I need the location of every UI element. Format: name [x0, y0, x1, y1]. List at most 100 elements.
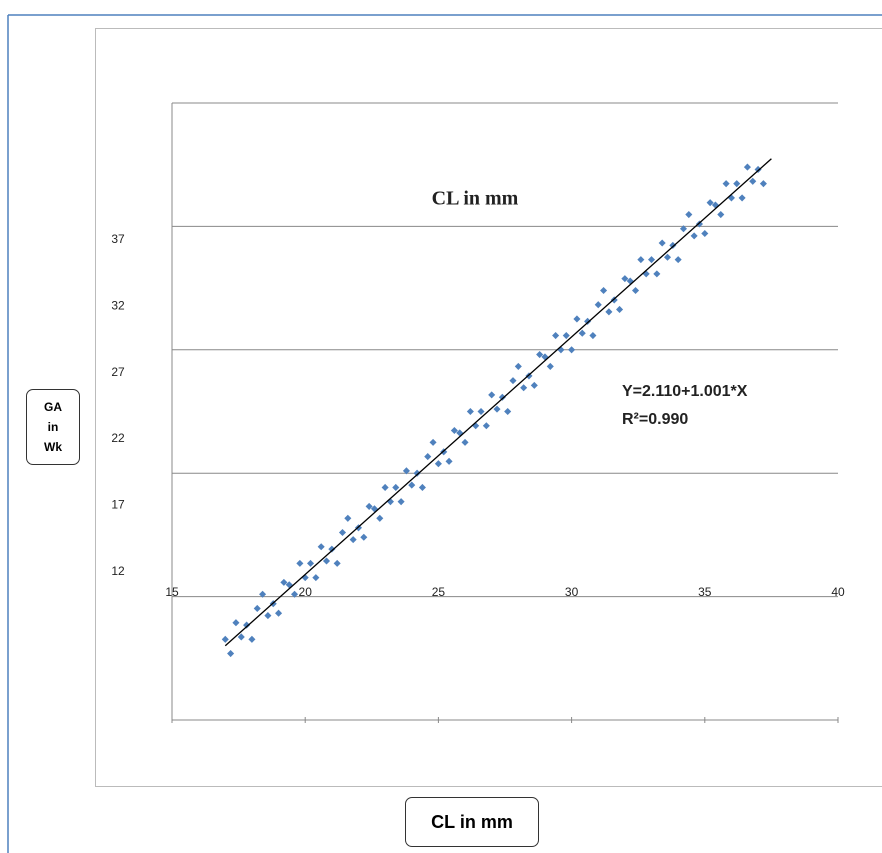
point	[296, 559, 304, 567]
point	[647, 256, 656, 264]
point	[679, 225, 688, 233]
point	[493, 405, 501, 413]
point	[562, 332, 570, 340]
point	[621, 275, 629, 283]
point	[221, 635, 229, 643]
point	[594, 301, 602, 309]
point	[344, 514, 352, 522]
point	[349, 536, 357, 544]
point	[253, 604, 261, 613]
point	[530, 381, 538, 389]
point	[674, 256, 682, 264]
point	[733, 180, 741, 188]
annotation: R²=0.990	[622, 411, 688, 428]
point	[376, 514, 384, 522]
point	[248, 635, 256, 643]
point	[759, 180, 767, 188]
y-tick-label: 37	[111, 232, 125, 246]
point	[227, 650, 235, 658]
point	[306, 559, 315, 567]
y-tick-label: 22	[111, 431, 125, 445]
point	[418, 483, 426, 491]
y-tick-label: 17	[111, 498, 125, 512]
point	[701, 229, 709, 238]
point	[237, 633, 245, 641]
trendline	[224, 158, 772, 647]
point	[232, 619, 240, 627]
point	[722, 180, 730, 188]
x-tick-label: 40	[831, 585, 845, 599]
point	[338, 528, 347, 537]
point	[584, 317, 592, 325]
point	[520, 384, 528, 392]
point	[749, 177, 757, 185]
point	[275, 609, 283, 617]
point	[717, 210, 725, 219]
point	[632, 286, 640, 295]
point	[333, 559, 341, 567]
point	[509, 377, 517, 385]
x-tick-label: 25	[432, 585, 446, 599]
point	[365, 502, 373, 510]
point	[402, 467, 410, 475]
point	[616, 305, 624, 313]
point	[488, 391, 496, 399]
point	[552, 332, 560, 340]
point	[408, 481, 416, 489]
point	[589, 332, 597, 340]
point	[381, 483, 389, 491]
point	[546, 362, 554, 370]
point	[328, 545, 336, 553]
x-axis-label: CL in mm	[405, 797, 539, 847]
x-tick-label: 30	[565, 585, 579, 599]
point	[322, 557, 331, 565]
point	[738, 194, 746, 202]
point	[397, 498, 405, 506]
y-tick-label: 32	[111, 298, 125, 312]
point	[360, 533, 368, 541]
point	[291, 590, 299, 598]
point	[568, 346, 576, 354]
point	[413, 469, 421, 477]
plot-frame	[95, 28, 882, 787]
point	[280, 578, 288, 586]
point	[690, 232, 698, 240]
point	[754, 165, 762, 173]
point	[312, 574, 320, 582]
point	[429, 438, 437, 446]
point	[317, 543, 325, 551]
point	[578, 329, 586, 337]
point	[424, 453, 432, 461]
y-axis-label: GA in Wk	[26, 389, 80, 465]
point	[466, 407, 474, 416]
y-tick-label: 12	[111, 564, 125, 578]
point	[514, 362, 522, 370]
point	[243, 621, 251, 629]
point	[685, 210, 693, 219]
point	[536, 351, 544, 359]
point	[695, 220, 704, 228]
point	[637, 256, 645, 264]
point	[605, 308, 613, 316]
point	[663, 253, 672, 261]
point	[450, 426, 458, 435]
annotation: Y=2.110+1.001*X	[622, 383, 748, 400]
point	[477, 407, 485, 416]
point	[743, 163, 751, 171]
x-tick-label: 15	[165, 585, 179, 599]
point	[392, 483, 400, 491]
point	[706, 199, 714, 207]
point	[573, 315, 581, 323]
point	[434, 460, 442, 468]
x-tick-label: 20	[299, 585, 313, 599]
point	[461, 438, 469, 446]
point	[669, 241, 677, 249]
point	[658, 239, 666, 247]
point	[504, 407, 512, 416]
chart-title: CL in mm	[432, 188, 519, 210]
point	[264, 612, 272, 620]
point	[259, 590, 267, 598]
point	[600, 286, 608, 295]
